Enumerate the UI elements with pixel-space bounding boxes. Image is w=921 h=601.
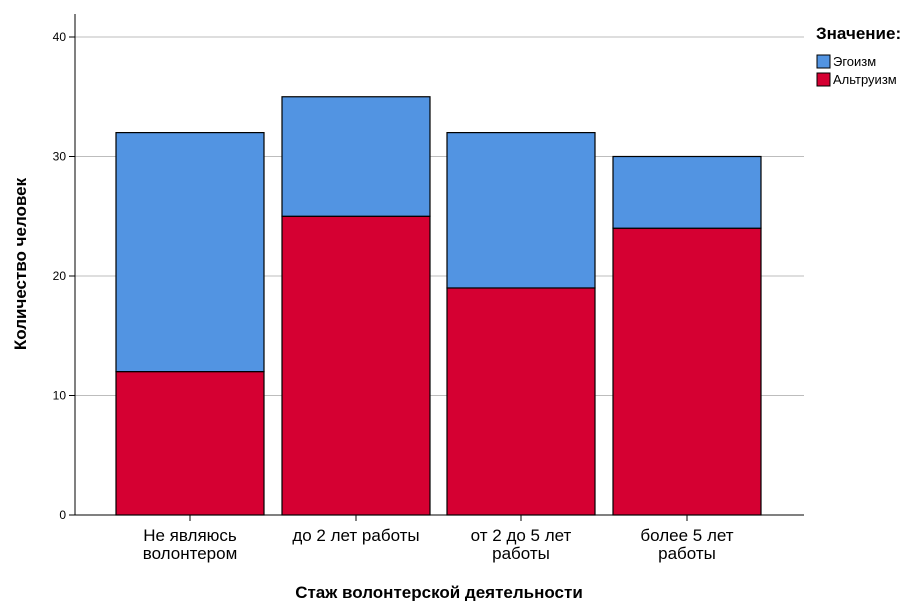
legend: Значение: Эгоизм Альтруизм bbox=[816, 24, 901, 87]
y-tick-labels: 0 10 20 30 40 bbox=[53, 30, 67, 522]
x-category-label: более 5 лет bbox=[640, 526, 733, 545]
bar-segment bbox=[612, 155, 762, 229]
y-tick-label: 0 bbox=[59, 508, 66, 522]
bar-segment bbox=[281, 215, 431, 516]
legend-label: Эгоизм bbox=[833, 54, 876, 69]
x-axis-title: Стаж волонтерской деятельности bbox=[295, 583, 583, 601]
bar-segment bbox=[446, 132, 596, 289]
x-category-label: до 2 лет работы bbox=[292, 526, 419, 545]
y-axis-title: Количество человек bbox=[11, 177, 30, 350]
y-tick-label: 10 bbox=[53, 389, 67, 403]
y-tick-label: 20 bbox=[53, 269, 67, 283]
legend-title: Значение: bbox=[816, 24, 901, 43]
x-category-label: Не являюсь bbox=[143, 526, 237, 545]
bar-segment bbox=[115, 132, 265, 373]
legend-label: Альтруизм bbox=[833, 72, 897, 87]
y-tick-label: 30 bbox=[53, 150, 67, 164]
bar-segment bbox=[446, 287, 596, 516]
legend-swatch bbox=[816, 54, 831, 69]
x-category-label: работы bbox=[658, 544, 716, 563]
x-category-label: от 2 до 5 лет bbox=[471, 526, 572, 545]
bars bbox=[115, 96, 762, 516]
x-category-label: работы bbox=[492, 544, 550, 563]
x-category-label: волонтером bbox=[143, 544, 238, 563]
y-tick-label: 40 bbox=[53, 30, 67, 44]
axes bbox=[69, 14, 804, 521]
legend-swatch bbox=[816, 72, 831, 87]
bar-segment bbox=[115, 371, 265, 516]
bar-segment bbox=[612, 227, 762, 516]
bar-segment bbox=[281, 96, 431, 217]
